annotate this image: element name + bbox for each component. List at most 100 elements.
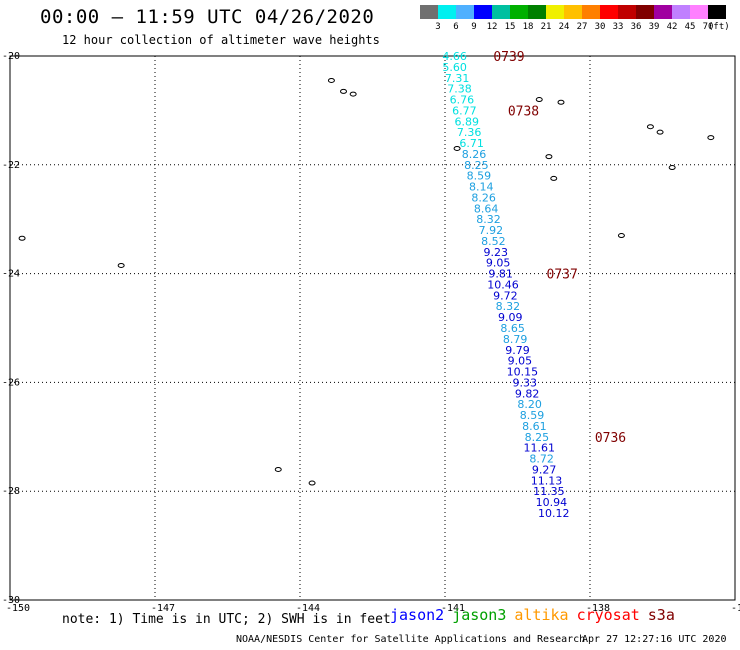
color-scale-label: 12 xyxy=(486,22,498,32)
color-swatch xyxy=(474,5,492,19)
color-scale-unit: (ft) xyxy=(708,22,730,32)
swh-value-label: 11.13 xyxy=(531,474,563,487)
x-tick-label: -13 xyxy=(731,603,740,614)
color-scale-label: 9 xyxy=(471,22,477,32)
color-swatch xyxy=(672,5,690,19)
x-tick-label: -147 xyxy=(151,603,175,614)
island-outline xyxy=(617,233,625,239)
color-swatch xyxy=(690,5,708,19)
swh-value-label: 9.05 xyxy=(508,355,533,368)
swh-value-label: 7.31 xyxy=(445,72,470,85)
swh-value-label: 8.61 xyxy=(522,420,547,433)
swh-value-label: 10.46 xyxy=(487,278,519,291)
swh-value-label: 9.72 xyxy=(493,289,518,302)
island-outlines xyxy=(18,77,715,486)
swh-value-label: 8.25 xyxy=(464,159,489,172)
axis-tick-labels: -150 -147 -144 -141 -138 -13 -20 -22 -24 -26 -28 -3… xyxy=(2,51,740,614)
x-tick-label: -138 xyxy=(586,603,610,614)
color-scale-label: 21 xyxy=(540,22,552,32)
swh-value-label: 7.38 xyxy=(447,83,472,96)
swh-value-label: 10.12 xyxy=(538,507,570,520)
swh-value-label: 10.94 xyxy=(536,496,568,509)
color-swatch xyxy=(582,5,600,19)
swh-value-label: 11.61 xyxy=(524,442,556,455)
island-outline xyxy=(656,129,664,135)
swh-value-label: 9.81 xyxy=(488,268,513,281)
island-outline xyxy=(308,480,316,486)
color-swatch xyxy=(708,5,726,19)
color-swatch xyxy=(636,5,654,19)
color-scale-label: 70 xyxy=(702,22,714,32)
island-outline xyxy=(117,262,125,268)
grid-lines xyxy=(10,56,735,600)
pass-time-label: 0739 xyxy=(493,50,524,65)
satellite-legend: jason2 jason3 altika cryosat s3a xyxy=(390,606,683,624)
x-tick-label: -150 xyxy=(6,603,30,614)
swh-value-label: 6.71 xyxy=(459,137,484,150)
island-outline xyxy=(327,77,335,83)
swh-value-label: 7.36 xyxy=(457,126,482,139)
legend-entry-s3a: s3a xyxy=(647,606,675,624)
island-outline xyxy=(18,235,26,241)
swh-value-label: 9.82 xyxy=(515,387,540,400)
swh-value-label: 8.65 xyxy=(500,322,525,335)
pass-time-label: 0736 xyxy=(595,431,626,446)
color-swatch xyxy=(564,5,582,19)
swh-value-label: 8.25 xyxy=(525,431,550,444)
swh-value-label: 11.35 xyxy=(533,485,565,498)
color-scale-label: 42 xyxy=(666,22,678,32)
island-outline xyxy=(340,88,347,94)
swh-value-label: 8.26 xyxy=(471,191,496,204)
color-scale-label: 36 xyxy=(630,22,642,32)
swh-value-label: 5.60 xyxy=(442,61,467,74)
swh-value-label: 8.64 xyxy=(474,202,499,215)
color-swatch xyxy=(420,5,438,19)
swh-data-points: 4.665.607.317.386.766.776.897.366.718.26… xyxy=(442,50,569,520)
swh-value-label: 8.14 xyxy=(469,181,494,194)
color-swatch xyxy=(438,5,456,19)
swh-value-label: 4.66 xyxy=(442,50,467,63)
swh-value-label: 9.23 xyxy=(484,246,509,259)
generated-timestamp: Apr 27 12:27:16 UTC 2020 xyxy=(582,634,727,645)
island-outline xyxy=(535,97,543,103)
swh-value-label: 6.77 xyxy=(452,104,477,117)
y-tick-label: -28 xyxy=(2,486,20,497)
island-outline xyxy=(545,154,553,160)
island-outline xyxy=(707,135,715,141)
y-tick-label: -20 xyxy=(2,51,20,62)
swh-value-label: 8.26 xyxy=(462,148,487,161)
pass-time-label: 0738 xyxy=(508,104,539,119)
swh-value-label: 8.32 xyxy=(496,300,521,313)
y-tick-label: -22 xyxy=(2,160,20,171)
island-outline xyxy=(453,145,461,151)
color-scale-label: 33 xyxy=(612,22,624,32)
color-scale-label: 30 xyxy=(594,22,606,32)
island-outline xyxy=(349,91,357,97)
color-scale-label: 3 xyxy=(435,22,441,32)
color-scale-label: 24 xyxy=(558,22,570,32)
swh-value-label: 9.05 xyxy=(486,257,511,270)
color-swatch xyxy=(546,5,564,19)
color-scale-label: 39 xyxy=(648,22,660,32)
color-swatch xyxy=(456,5,474,19)
color-swatch xyxy=(510,5,528,19)
swh-value-label: 9.79 xyxy=(505,344,530,357)
swh-value-label: 8.79 xyxy=(503,333,528,346)
x-tick-label: -144 xyxy=(296,603,320,614)
swh-value-label: 9.33 xyxy=(513,376,538,389)
island-outline xyxy=(557,99,565,105)
swh-value-label: 7.92 xyxy=(479,224,504,237)
legend-entry-jason2: jason2 xyxy=(390,606,445,624)
color-scale-label: 6 xyxy=(453,22,459,32)
color-scale-label: 15 xyxy=(504,22,516,32)
credit-line: NOAA/NESDIS Center for Satellite Applica… xyxy=(236,634,586,645)
color-scale-label: 27 xyxy=(576,22,588,32)
swh-value-label: 9.27 xyxy=(532,463,557,476)
chart-subtitle: 12 hour collection of altimeter wave hei… xyxy=(62,33,380,47)
legend-entry-jason3: jason3 xyxy=(452,606,507,624)
color-swatch xyxy=(492,5,510,19)
swh-value-label: 8.20 xyxy=(517,398,542,411)
color-swatch xyxy=(528,5,546,19)
y-tick-label: -30 xyxy=(2,595,20,606)
